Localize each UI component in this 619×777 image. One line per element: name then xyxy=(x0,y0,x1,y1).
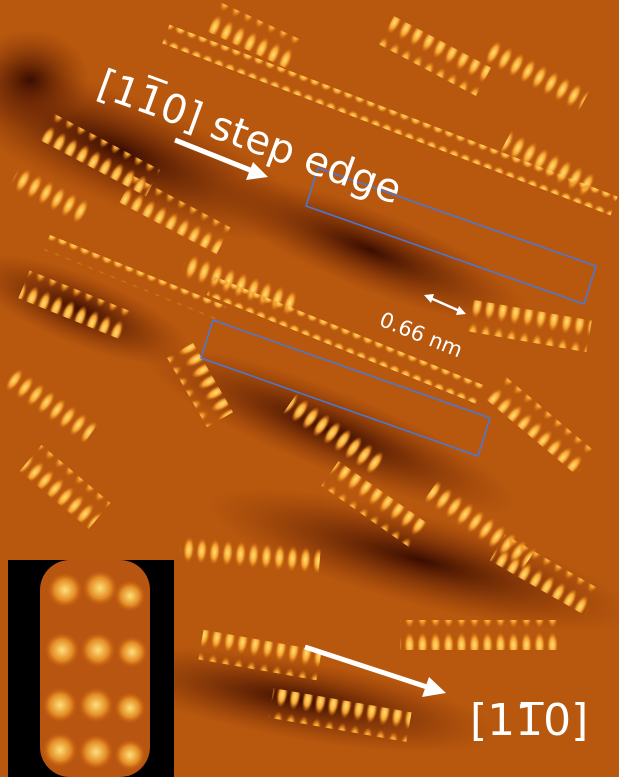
arrow-head xyxy=(422,677,446,697)
highlight-box xyxy=(305,167,597,305)
highlight-boxes xyxy=(200,167,597,457)
arrows xyxy=(174,137,466,697)
step-edges xyxy=(43,24,618,404)
arrow xyxy=(304,644,431,691)
inset xyxy=(8,560,174,777)
direction-label: [11̅0] xyxy=(470,695,588,746)
double-arrow xyxy=(427,295,463,314)
highlight-box xyxy=(200,319,491,457)
arrow-head xyxy=(456,306,466,315)
arrow-head xyxy=(246,162,268,180)
arrow xyxy=(174,137,256,175)
arrow-head xyxy=(424,294,434,303)
